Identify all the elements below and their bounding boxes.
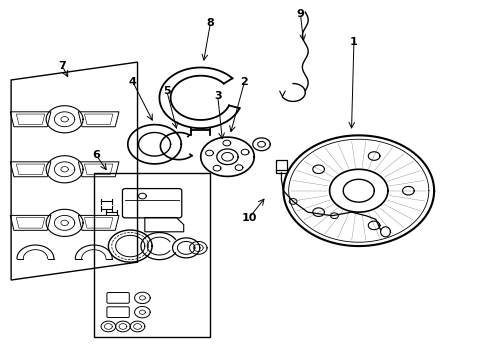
Text: 7: 7 <box>58 61 66 71</box>
Text: 3: 3 <box>214 91 221 101</box>
Text: 9: 9 <box>296 9 304 19</box>
Bar <box>94 173 210 337</box>
Text: 4: 4 <box>128 77 136 87</box>
Text: 10: 10 <box>241 212 257 222</box>
Text: 5: 5 <box>163 86 170 96</box>
Text: 1: 1 <box>349 37 357 48</box>
Text: 8: 8 <box>206 18 214 28</box>
Text: 2: 2 <box>240 77 248 87</box>
Text: 6: 6 <box>92 150 100 160</box>
Bar <box>276 160 286 173</box>
